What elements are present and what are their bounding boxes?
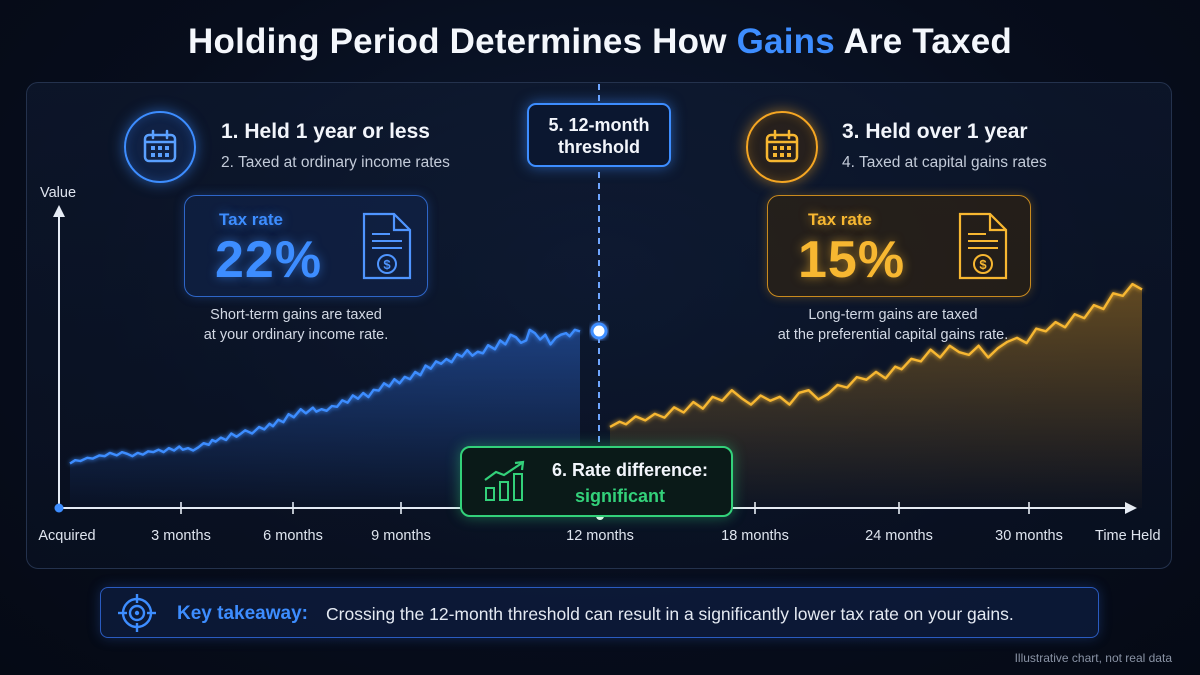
svg-text:$: $ bbox=[979, 257, 987, 272]
x-tick-label: 3 months bbox=[151, 528, 211, 544]
long-term-description: Long-term gains are taxed at the preferen… bbox=[777, 307, 1009, 343]
rate-difference-callout: 6. Rate difference: significant bbox=[460, 446, 733, 517]
short-term-calendar-icon bbox=[124, 111, 196, 183]
short-term-series-line bbox=[69, 328, 581, 465]
y-axis-arrow bbox=[53, 205, 65, 217]
threshold-callout: 5. 12-month threshold bbox=[527, 103, 671, 167]
long-term-tax-document-icon: $ bbox=[958, 212, 1008, 280]
long-term-calendar-icon bbox=[746, 111, 818, 183]
takeaway-label: Key takeaway: bbox=[177, 603, 308, 624]
x-tick-label: 12 months bbox=[566, 528, 634, 544]
short-term-series-area bbox=[70, 329, 580, 508]
short-term-rate-label: Tax rate bbox=[219, 210, 283, 229]
x-axis-label: Time Held bbox=[1095, 528, 1161, 544]
origin-dot bbox=[54, 503, 64, 513]
takeaway-text: Crossing the 12-month threshold can resu… bbox=[326, 604, 1014, 624]
x-tick-label: 6 months bbox=[263, 528, 323, 544]
x-tick-label: 9 months bbox=[371, 528, 431, 544]
page-title: Holding Period Determines How Gains Are … bbox=[188, 22, 1012, 61]
x-tick-label: 18 months bbox=[721, 528, 789, 544]
y-axis-label: Value bbox=[40, 185, 77, 201]
long-term-rate-value: 15% bbox=[798, 231, 906, 289]
long-term-rate-box: Tax rate 15% $ bbox=[767, 195, 1031, 297]
long-term-series-line bbox=[609, 282, 1143, 428]
short-term-rate-box: Tax rate 22% $ bbox=[184, 195, 428, 297]
short-term-tax-document-icon: $ bbox=[362, 212, 412, 280]
x-tick-label: 30 months bbox=[995, 528, 1063, 544]
threshold-marker bbox=[590, 322, 608, 340]
long-term-series-area bbox=[610, 284, 1142, 508]
target-icon bbox=[118, 594, 156, 632]
title-accent: Gains bbox=[736, 22, 835, 61]
key-takeaway-banner: Key takeaway: Crossing the 12-month thre… bbox=[100, 587, 1099, 638]
short-term-rate-value: 22% bbox=[215, 231, 323, 289]
short-term-description: Short-term gains are taxed at your ordina… bbox=[203, 307, 389, 343]
long-term-heading: 3. Held over 1 year bbox=[842, 120, 1028, 143]
x-tick-label: Acquired bbox=[38, 528, 96, 544]
long-term-subheading: 4. Taxed at capital gains rates bbox=[842, 154, 1047, 171]
x-tick-label: 24 months bbox=[865, 528, 933, 544]
growth-chart-icon bbox=[484, 460, 525, 501]
long-term-rate-label: Tax rate bbox=[808, 210, 872, 229]
rate-difference-value: significant bbox=[575, 486, 666, 506]
short-term-subheading: 2. Taxed at ordinary income rates bbox=[221, 154, 450, 171]
footnote: Illustrative chart, not real data bbox=[1014, 651, 1172, 665]
rate-difference-label: 6. Rate difference: bbox=[552, 460, 709, 480]
short-term-heading: 1. Held 1 year or less bbox=[221, 120, 430, 143]
svg-text:$: $ bbox=[383, 257, 391, 272]
